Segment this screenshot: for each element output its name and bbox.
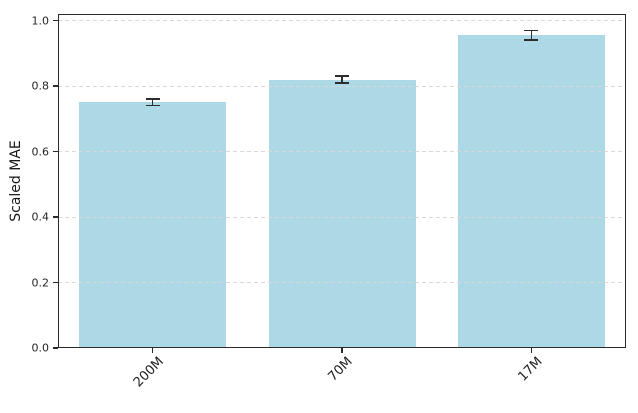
y-tick-label: 0.0 [31, 341, 50, 355]
y-tick-mark [53, 281, 58, 284]
bar-17M [457, 35, 605, 348]
y-tick-mark [53, 150, 58, 153]
gridline-y-0.2 [58, 282, 626, 283]
error-bar-line [530, 30, 533, 41]
y-tick-label: 0.8 [31, 79, 50, 93]
gridline-y-0.4 [58, 216, 626, 218]
gridline-y-1.0 [58, 20, 626, 22]
x-tick-mark [152, 348, 154, 353]
y-tick-label: 0.4 [31, 210, 50, 224]
y-tick-mark [53, 216, 58, 218]
bar-70M [268, 79, 416, 348]
error-bar-cap [335, 81, 349, 84]
bar-200M [79, 102, 227, 348]
gridline-y-0.8 [58, 85, 626, 87]
plot-area [58, 14, 626, 348]
y-tick-mark [53, 85, 58, 87]
y-tick-label: 1.0 [31, 14, 50, 28]
x-tick-label-text: 17M [514, 354, 546, 385]
error-bar-cap [145, 98, 160, 100]
x-tick-mark [341, 348, 343, 353]
y-tick-mark [53, 347, 58, 349]
x-tick-label-text: 200M [130, 354, 167, 391]
error-bar-line [341, 76, 343, 83]
y-tick-label: 0.6 [31, 145, 50, 159]
y-tick-label: 0.2 [31, 276, 50, 289]
gridline-y-0.6 [58, 151, 626, 153]
error-bar-line [151, 99, 154, 106]
error-bar-cap [145, 104, 160, 107]
error-bar-cap [524, 39, 539, 41]
error-bar-cap [524, 29, 539, 32]
x-tick-mark [530, 348, 532, 353]
x-tick-label-text: 70M [325, 354, 356, 385]
error-bar-cap [335, 75, 349, 77]
y-tick-mark [53, 19, 58, 22]
